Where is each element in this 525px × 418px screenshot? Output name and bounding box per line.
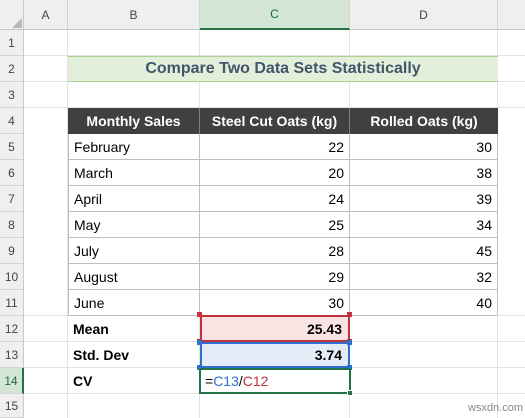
cv-formula-cell[interactable]: = C13 / C12 bbox=[199, 368, 351, 394]
cell-rolled[interactable]: 40 bbox=[350, 290, 498, 316]
cell-steel[interactable]: 28 bbox=[200, 238, 350, 264]
row-header-6[interactable]: 6 bbox=[0, 160, 24, 186]
cell-rolled[interactable]: 45 bbox=[350, 238, 498, 264]
row-header-11[interactable]: 11 bbox=[0, 290, 24, 316]
ref-handle[interactable] bbox=[347, 312, 352, 317]
row-header-15[interactable]: 15 bbox=[0, 394, 24, 418]
cell-steel[interactable]: 25 bbox=[200, 212, 350, 238]
column-header-d[interactable]: D bbox=[350, 0, 498, 30]
cell-month[interactable]: April bbox=[68, 186, 200, 212]
cell-rolled[interactable]: 32 bbox=[350, 264, 498, 290]
row-header-10[interactable]: 10 bbox=[0, 264, 24, 290]
row-header-5[interactable]: 5 bbox=[0, 134, 24, 160]
std-dev-label[interactable]: Std. Dev bbox=[73, 347, 130, 363]
mean-label[interactable]: Mean bbox=[73, 321, 109, 337]
gridline bbox=[24, 107, 525, 108]
gridline bbox=[24, 55, 525, 56]
cell-rolled[interactable]: 38 bbox=[350, 160, 498, 186]
row-header-3[interactable]: 3 bbox=[0, 82, 24, 108]
gridline bbox=[67, 30, 68, 418]
select-all-corner[interactable] bbox=[0, 0, 24, 30]
cv-label[interactable]: CV bbox=[73, 373, 93, 389]
row-header-7[interactable]: 7 bbox=[0, 186, 24, 212]
ref-handle[interactable] bbox=[197, 340, 202, 345]
row-header-2[interactable]: 2 bbox=[0, 56, 24, 82]
ref-handle[interactable] bbox=[347, 340, 352, 345]
sheet-title[interactable]: Compare Two Data Sets Statistically bbox=[68, 56, 498, 82]
std-dev-value-cell[interactable]: 3.74 bbox=[200, 342, 350, 368]
cell-steel[interactable]: 24 bbox=[200, 186, 350, 212]
row-header-13[interactable]: 13 bbox=[0, 342, 24, 368]
row-header-4[interactable]: 4 bbox=[0, 108, 24, 134]
cell-month[interactable]: May bbox=[68, 212, 200, 238]
cell-rolled[interactable]: 30 bbox=[350, 134, 498, 160]
header-monthly-sales[interactable]: Monthly Sales bbox=[68, 108, 200, 134]
cell-steel[interactable]: 22 bbox=[200, 134, 350, 160]
row-header-12[interactable]: 12 bbox=[0, 316, 24, 342]
watermark: wsxdn.com bbox=[468, 402, 524, 414]
formula-equals: = bbox=[205, 373, 214, 389]
row-header-1[interactable]: 1 bbox=[0, 30, 24, 56]
row-header-9[interactable]: 9 bbox=[0, 238, 24, 264]
column-header-e[interactable] bbox=[498, 0, 525, 30]
select-all-icon bbox=[12, 18, 22, 28]
cell-month[interactable]: July bbox=[68, 238, 200, 264]
header-steel-cut-oats[interactable]: Steel Cut Oats (kg) bbox=[200, 108, 350, 134]
fill-handle[interactable] bbox=[347, 390, 353, 396]
formula-ref-mean: C12 bbox=[242, 373, 269, 389]
cell-month[interactable]: August bbox=[68, 264, 200, 290]
row-header-8[interactable]: 8 bbox=[0, 212, 24, 238]
column-header-a[interactable]: A bbox=[24, 0, 68, 30]
column-header-c[interactable]: C bbox=[200, 0, 350, 30]
formula-ref-std-dev: C13 bbox=[213, 373, 239, 389]
ref-handle[interactable] bbox=[197, 312, 202, 317]
cell-steel[interactable]: 30 bbox=[200, 290, 350, 316]
cell-month[interactable]: March bbox=[68, 160, 200, 186]
cell-rolled[interactable]: 34 bbox=[350, 212, 498, 238]
cell-steel[interactable]: 20 bbox=[200, 160, 350, 186]
cell-month[interactable]: June bbox=[68, 290, 200, 316]
cell-rolled[interactable]: 39 bbox=[350, 186, 498, 212]
ref-handle[interactable] bbox=[347, 365, 352, 370]
formula-operator: / bbox=[238, 373, 243, 389]
cell-steel[interactable]: 29 bbox=[200, 264, 350, 290]
cell-month[interactable]: February bbox=[68, 134, 200, 160]
header-rolled-oats[interactable]: Rolled Oats (kg) bbox=[350, 108, 498, 134]
column-header-b[interactable]: B bbox=[68, 0, 200, 30]
row-header-14[interactable]: 14 bbox=[0, 368, 24, 394]
ref-handle[interactable] bbox=[197, 365, 202, 370]
mean-value-cell[interactable]: 25.43 bbox=[200, 315, 350, 342]
